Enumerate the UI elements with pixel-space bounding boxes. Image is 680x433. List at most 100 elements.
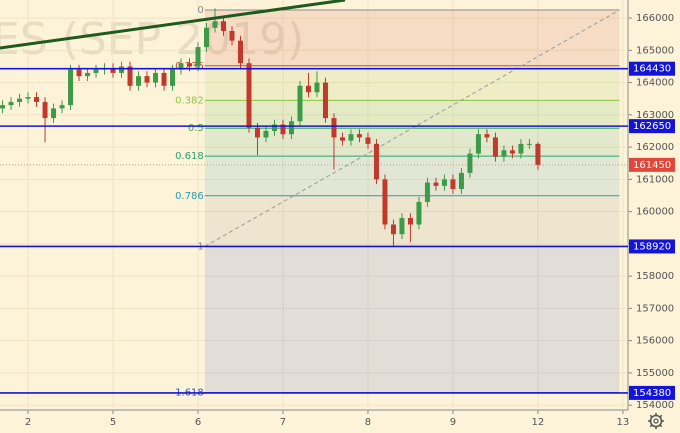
price-label-box [629,119,675,134]
y-tick-label: 166000 [636,13,674,24]
candle-body [153,72,159,83]
price-label: 164430 [633,64,671,75]
candle-body [254,127,260,138]
candle-body [433,182,439,186]
candle-body [288,121,294,135]
candle-body [195,47,201,67]
candle-body [339,137,345,141]
price-label: 162650 [633,121,671,132]
candle-body [492,137,498,157]
candle-body [204,27,210,48]
candle-body [501,150,507,157]
x-tick-label: 12 [532,417,545,428]
candle-body [382,179,388,225]
candle-body [314,82,320,93]
candle-body [356,134,362,138]
x-tick-label: 8 [365,417,371,428]
candle-body [68,69,74,106]
fib-label: 0.786 [175,191,204,202]
trendline [0,0,346,50]
fib-band [204,100,620,129]
candle-body [458,172,464,190]
x-tick-label: 2 [25,417,31,428]
candle-body [518,143,524,154]
fib-trend [204,9,620,247]
last-price-label: 161450 [633,160,671,171]
candle-body [271,124,277,131]
y-tick-label: 160000 [636,207,674,218]
candle-body [187,63,193,67]
candle-body [76,69,82,77]
candle-body [51,108,57,119]
candle-body [373,143,379,180]
candle-body [331,118,337,138]
candle-body [119,66,125,73]
candle-body [178,63,184,70]
candle-body [34,97,40,102]
y-tick-label: 165000 [636,45,674,56]
candle-body [535,143,541,165]
fib-band [204,128,620,157]
last-price-box [629,157,675,172]
candle-body [93,69,99,73]
fib-label: 0.5 [188,123,204,134]
candle-body [441,179,447,186]
price-label: 154380 [633,388,671,399]
candle-body [212,21,218,28]
candle-body [42,101,48,119]
candle-body [365,137,371,144]
x-tick-label: 5 [110,417,116,428]
candle-body [170,69,176,86]
fib-label: 0 [197,5,203,16]
fib-band [204,246,620,393]
x-tick-label: 7 [280,417,286,428]
fib-label: 0.382 [175,95,204,106]
candle-body [229,30,235,41]
price-label-box [629,385,675,400]
candle-body [467,153,473,173]
y-tick-label: 158000 [636,271,674,282]
candle-body [0,105,6,109]
candle-body [161,72,167,86]
candle-body [59,105,65,109]
fib-band [204,10,620,66]
candle-body [237,40,243,64]
y-tick-label: 154000 [636,400,674,411]
price-label-box [629,239,675,254]
candle-body [263,130,269,138]
y-tick-label: 156000 [636,336,674,347]
candle-body [127,66,133,86]
y-tick-label: 164000 [636,78,674,89]
fib-band [204,65,620,101]
candle-body [526,143,532,145]
candle-body [17,98,23,102]
y-tick-label: 161000 [636,174,674,185]
y-tick-label: 155000 [636,368,674,379]
candle-body [297,85,303,122]
candle-body [484,134,490,138]
candle-body [407,218,413,225]
candle-body [399,218,405,235]
y-tick-label: 162000 [636,142,674,153]
y-tick-label: 157000 [636,303,674,314]
candle-body [475,134,481,154]
x-tick-label: 13 [617,417,630,428]
fib-label: 0.618 [175,151,204,162]
candle-body [144,76,150,83]
candle-body [136,76,142,86]
candle-body [280,124,286,135]
candle-body [110,68,116,73]
candle-body [85,72,91,77]
candle-body [509,150,515,154]
candle-body [348,134,354,141]
candle-body [416,201,422,225]
candle-body [322,82,328,119]
candle-body [424,182,430,202]
candle-body [305,85,311,93]
x-tick-label: 6 [195,417,201,428]
fib-band [204,156,620,196]
candle-body [25,97,31,99]
candle-body [220,21,226,31]
settings-icon[interactable] [648,413,664,429]
